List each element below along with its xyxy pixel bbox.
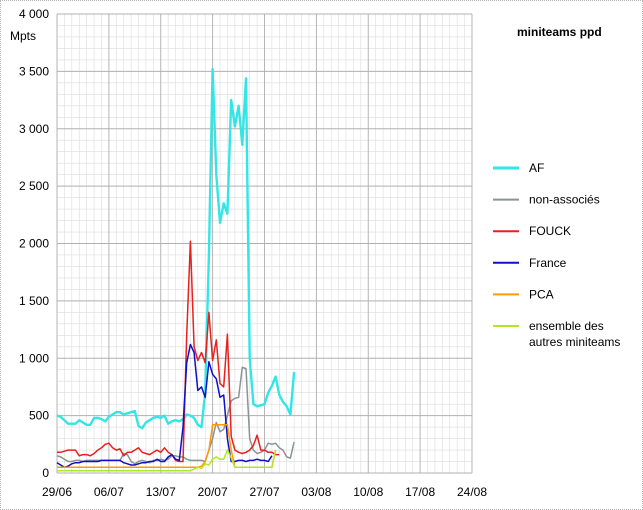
y-tick-label: 2 500 [19, 179, 49, 193]
x-tick-label: 10/08 [353, 485, 383, 499]
y-axis-label: Mpts [10, 29, 36, 43]
legend: AF non-associés FOUCK France PCA ensemble des… [493, 161, 620, 349]
series-line [56, 343, 273, 469]
x-tick-label: 29/06 [42, 485, 72, 499]
y-tick-label: 2 000 [19, 237, 49, 251]
x-axis-ticks: 29/06 06/07 13/07 20/07 27/07 03/08 10/08 17/08… [42, 485, 487, 499]
x-tick-label: 03/08 [301, 485, 331, 499]
y-tick-label: 0 [42, 466, 49, 480]
series-line [56, 366, 295, 465]
y-axis-ticks: 0 500 1 000 1 500 2 000 2 500 3 000 3 500 4 000 [19, 7, 49, 480]
y-tick-label: 3 000 [19, 122, 49, 136]
y-tick-label: 4 000 [19, 7, 49, 21]
x-tick-label: 24/08 [457, 485, 487, 499]
series-line [57, 449, 277, 472]
y-tick-label: 3 500 [19, 64, 49, 78]
legend-label: non-associés [529, 193, 600, 207]
x-tick-label: 06/07 [94, 485, 124, 499]
legend-label: PCA [529, 287, 554, 301]
series-line [57, 240, 280, 463]
x-tick-label: 17/08 [405, 485, 435, 499]
x-tick-label: 20/07 [198, 485, 228, 499]
chart-title: miniteams ppd [517, 25, 602, 39]
legend-label: France [529, 256, 567, 270]
x-tick-label: 27/07 [249, 485, 279, 499]
series-line [56, 67, 296, 430]
legend-label: AF [529, 161, 544, 175]
y-tick-label: 500 [29, 409, 49, 423]
legend-label: FOUCK [529, 224, 571, 238]
series-lines [56, 67, 296, 472]
legend-label: ensemble des [529, 319, 604, 333]
major-gridlines [56, 13, 473, 474]
y-tick-label: 1 000 [19, 351, 49, 365]
legend-label: autres miniteams [529, 335, 620, 349]
y-tick-label: 1 500 [19, 294, 49, 308]
x-tick-label: 13/07 [146, 485, 176, 499]
